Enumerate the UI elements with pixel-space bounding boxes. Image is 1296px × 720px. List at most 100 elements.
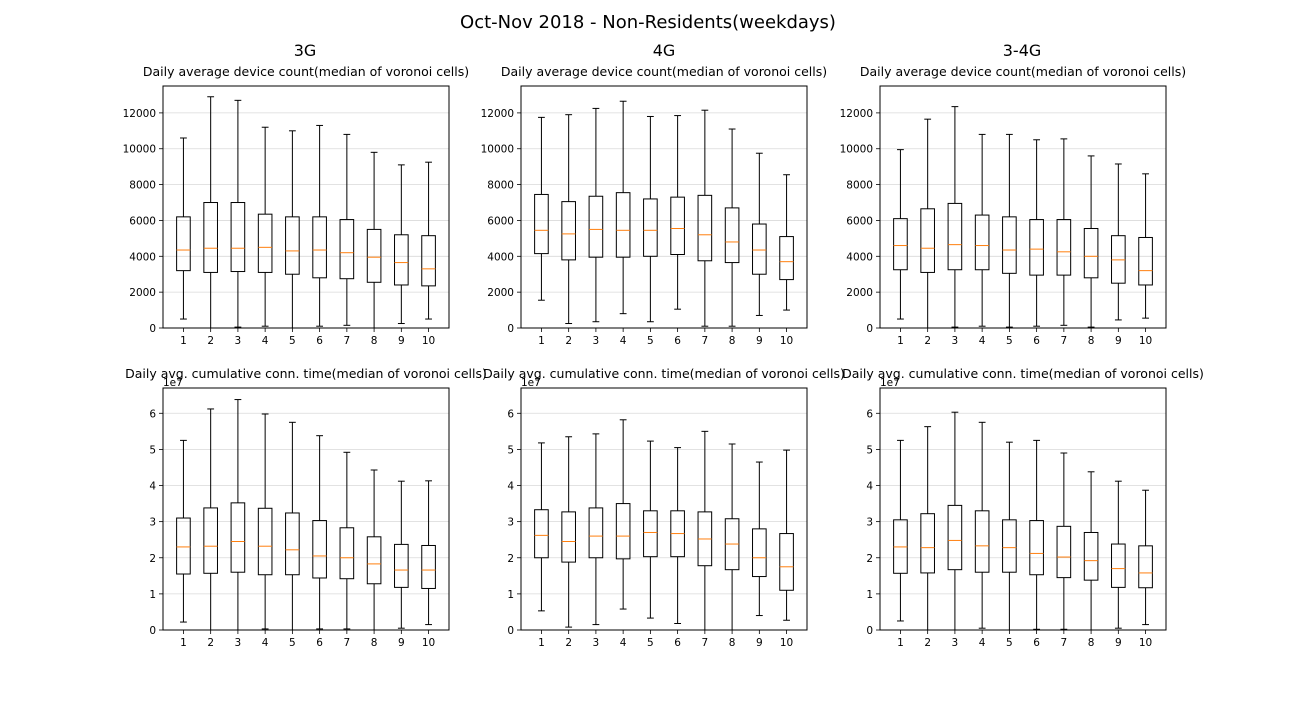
box-body — [974, 510, 990, 573]
y-tick-label: 10000 — [840, 144, 873, 156]
box-body — [920, 513, 935, 574]
x-tick-label: 6 — [674, 637, 681, 649]
box-6 — [312, 124, 327, 327]
y-tick-label: 2 — [149, 553, 156, 565]
box-4 — [974, 421, 990, 629]
y-offset-label: 1e7 — [163, 377, 183, 389]
box-body — [779, 533, 794, 591]
box-body — [643, 198, 658, 257]
box-body — [615, 192, 631, 258]
panel-device-count-3g-title: Daily average device count(median of vor… — [143, 64, 469, 79]
x-tick-label: 10 — [1139, 335, 1152, 347]
box-4 — [257, 413, 273, 630]
subplot-grid: Daily average device count(median of vor… — [123, 64, 1204, 649]
box-body — [366, 536, 382, 585]
y-tick-label: 6000 — [846, 215, 873, 227]
box-4 — [615, 419, 631, 610]
y-tick-label: 1 — [866, 589, 873, 601]
box-10 — [779, 174, 794, 311]
box-9 — [394, 480, 409, 629]
box-9 — [752, 461, 767, 617]
box-body — [752, 528, 767, 578]
y-tick-label: 8000 — [129, 180, 156, 192]
box-body — [1138, 236, 1153, 286]
box-6 — [670, 447, 685, 624]
box-body — [697, 194, 713, 262]
axes-frame — [520, 85, 808, 329]
panel-conn-time-3-4g-title: Daily avg. cumulative conn. time(median … — [842, 366, 1204, 381]
box-body — [257, 507, 273, 576]
y-tick-label: 4 — [507, 481, 514, 493]
axes-frame — [162, 387, 450, 631]
box-body — [670, 196, 685, 256]
y-tick-label: 8000 — [487, 180, 514, 192]
y-tick-label: 12000 — [840, 108, 873, 120]
x-tick-label: 10 — [422, 335, 435, 347]
y-tick-label: 10000 — [123, 144, 156, 156]
box-body — [230, 202, 246, 273]
x-tick-label: 9 — [756, 637, 763, 649]
box-body — [588, 195, 604, 258]
box-8 — [724, 443, 740, 631]
box-body — [1029, 219, 1044, 276]
x-tick-label: 6 — [316, 637, 323, 649]
box-body — [1002, 216, 1017, 274]
box-7 — [697, 109, 713, 327]
y-tick-label: 0 — [507, 323, 514, 335]
box-body — [285, 216, 300, 275]
box-6 — [312, 435, 327, 630]
box-body — [176, 517, 191, 575]
y-offset-label: 1e7 — [880, 377, 900, 389]
x-tick-label: 6 — [674, 335, 681, 347]
y-tick-label: 5 — [149, 444, 156, 456]
box-8 — [366, 469, 382, 631]
y-tick-label: 0 — [866, 323, 873, 335]
x-tick-label: 9 — [1115, 637, 1122, 649]
x-tick-label: 7 — [344, 335, 351, 347]
box-7 — [339, 451, 355, 630]
y-tick-label: 2 — [507, 553, 514, 565]
x-tick-label: 9 — [756, 335, 763, 347]
box-body — [257, 213, 273, 273]
box-5 — [1002, 441, 1017, 631]
y-tick-label: 1 — [507, 589, 514, 601]
box-body — [203, 202, 218, 273]
x-tick-label: 2 — [207, 637, 214, 649]
y-tick-label: 3 — [866, 517, 873, 529]
panel-device-count-4g-title: Daily average device count(median of vor… — [501, 64, 827, 79]
box-body — [1083, 228, 1099, 279]
x-tick-label: 8 — [729, 335, 736, 347]
y-tick-label: 4000 — [129, 251, 156, 263]
y-tick-label: 3 — [507, 517, 514, 529]
y-tick-label: 12000 — [481, 108, 514, 120]
box-10 — [421, 480, 436, 626]
x-tick-label: 4 — [262, 335, 269, 347]
panel-device-count-3g: Daily average device count(median of vor… — [123, 64, 470, 347]
box-1 — [893, 439, 908, 622]
y-tick-label: 5 — [866, 444, 873, 456]
box-7 — [339, 133, 355, 326]
box-9 — [752, 152, 767, 316]
x-tick-label: 10 — [1139, 637, 1152, 649]
y-tick-label: 6 — [149, 408, 156, 420]
y-offset-label: 1e7 — [521, 377, 541, 389]
box-body — [1111, 543, 1126, 588]
y-tick-label: 6000 — [129, 215, 156, 227]
x-tick-label: 7 — [702, 637, 709, 649]
box-10 — [1138, 489, 1153, 626]
x-tick-label: 5 — [1006, 335, 1013, 347]
x-tick-label: 1 — [180, 637, 187, 649]
x-tick-label: 5 — [1006, 637, 1013, 649]
box-10 — [421, 161, 436, 320]
box-2 — [920, 118, 935, 329]
box-1 — [893, 149, 908, 320]
box-4 — [257, 126, 273, 327]
box-8 — [1083, 471, 1099, 631]
figure-title: Oct-Nov 2018 - Non-Residents(weekdays) — [460, 12, 836, 33]
y-tick-label: 4 — [866, 481, 873, 493]
box-body — [1138, 545, 1153, 589]
box-body — [643, 510, 658, 558]
box-4 — [615, 100, 631, 315]
y-tick-label: 3 — [149, 517, 156, 529]
box-7 — [697, 430, 713, 631]
